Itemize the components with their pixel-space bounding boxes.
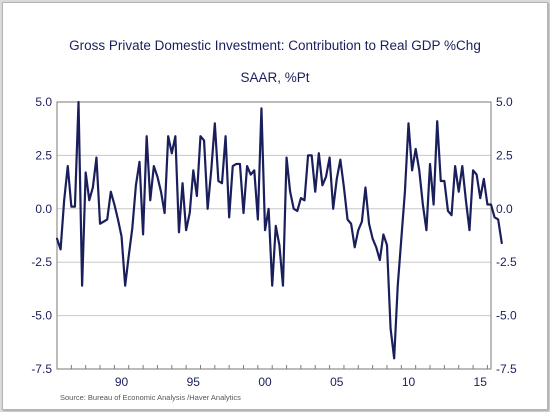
y-tick-label-right: -2.5	[496, 255, 517, 269]
x-tick-label: 05	[330, 375, 344, 389]
y-tick-label-right: -5.0	[496, 309, 517, 323]
y-tick-label-left: 2.5	[35, 148, 52, 162]
series-layer	[55, 100, 503, 360]
y-tick-label-left: -7.5	[31, 362, 52, 376]
chart-subtitle: SAAR, %Pt	[240, 70, 310, 85]
y-tick-label-right: 0.0	[496, 202, 513, 216]
x-tick-label: 95	[187, 375, 201, 389]
y-tick-label-right: 5.0	[496, 95, 513, 109]
axis-labels: 5.0 5.0 2.5 2.5 0.0 0.0 -2.5 -2.5 -5.0 -5.0 -7.5 -7…	[31, 95, 517, 389]
x-tick-label: 15	[474, 375, 488, 389]
x-tick-label: 90	[115, 375, 129, 389]
x-tick-label: 00	[258, 375, 272, 389]
plot-border	[56, 101, 492, 370]
y-tick-label-right: -7.5	[496, 362, 517, 376]
source-note: Source: Bureau of Economic Analysis /Hav…	[60, 393, 241, 402]
y-tick-label-left: 5.0	[35, 95, 52, 109]
y-tick-label-left: 0.0	[35, 202, 52, 216]
x-tick-label: 10	[402, 375, 416, 389]
y-tick-label-left: -5.0	[31, 309, 52, 323]
axis-ticks	[56, 365, 488, 369]
y-tick-label-right: 2.5	[496, 148, 513, 162]
chart-title: Gross Private Domestic Investment: Contr…	[69, 38, 481, 53]
y-tick-label-left: -2.5	[31, 255, 52, 269]
series-line	[55, 100, 503, 360]
